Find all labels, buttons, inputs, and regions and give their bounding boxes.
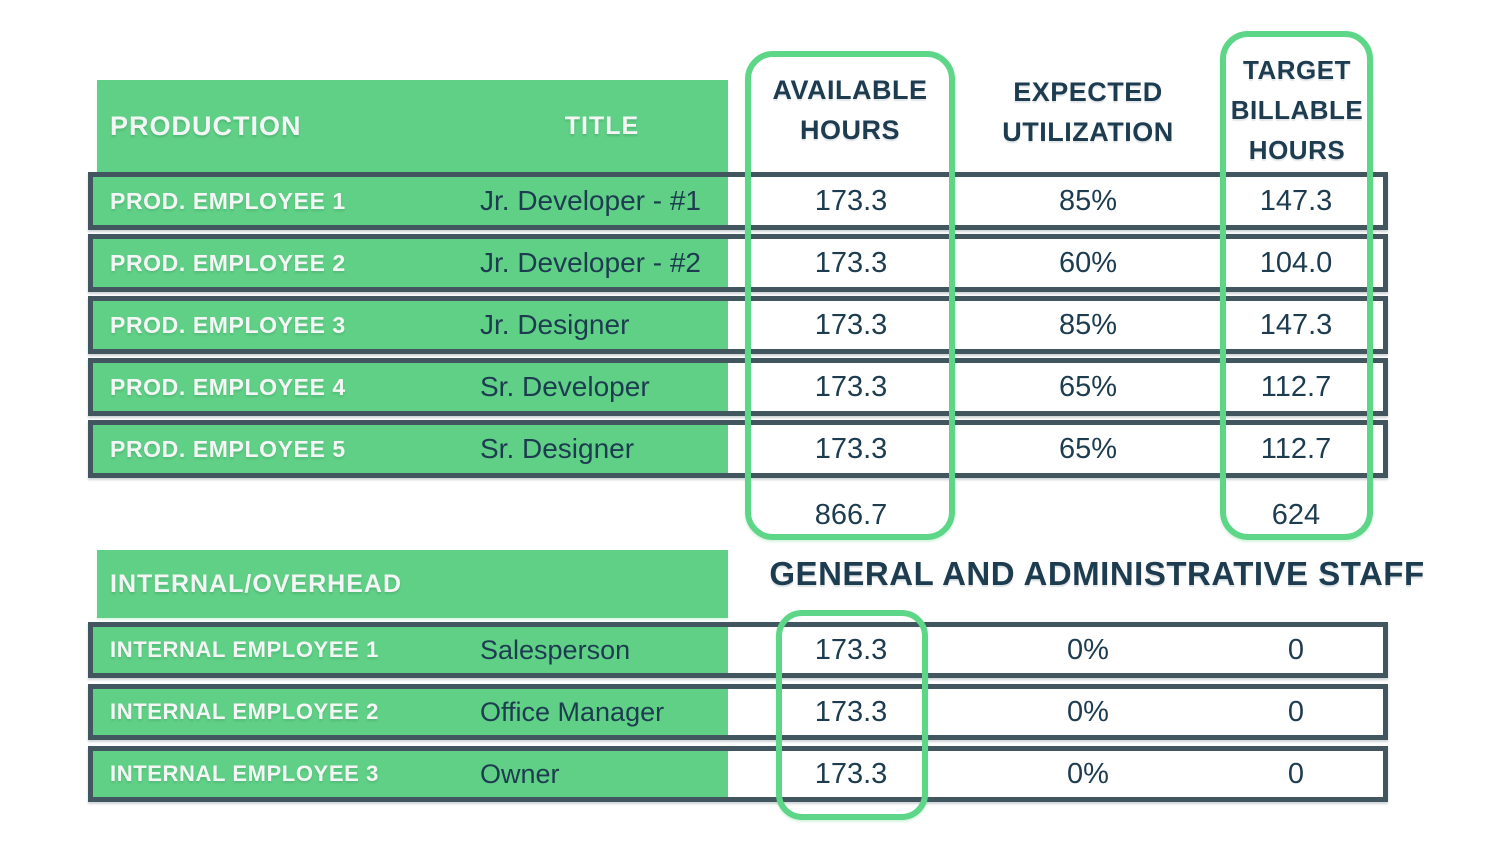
row-label: PROD. EMPLOYEE 1 bbox=[110, 187, 346, 214]
row-name-cell bbox=[93, 627, 728, 673]
row-title: Jr. Designer bbox=[480, 309, 630, 340]
row-name-cell bbox=[93, 177, 728, 225]
cell-expected-utilization: 0% bbox=[1067, 633, 1109, 666]
cell-expected-utilization: 65% bbox=[1058, 432, 1118, 465]
cell-target-billable-hours: 147.3 bbox=[1259, 308, 1333, 341]
row-label: PROD. EMPLOYEE 2 bbox=[110, 249, 346, 276]
table-row: INTERNAL EMPLOYEE 2 Office Manager 173.3… bbox=[88, 684, 1388, 740]
cell-expected-utilization: 0% bbox=[1067, 757, 1109, 790]
target-billable-hours-highlight-outline bbox=[1220, 31, 1373, 540]
cell-available-hours: 173.3 bbox=[814, 184, 888, 217]
cell-available-hours: 173.3 bbox=[814, 695, 888, 728]
cell-expected-utilization: 85% bbox=[1058, 184, 1118, 217]
cell-expected-utilization: 60% bbox=[1058, 246, 1118, 279]
row-label: PROD. EMPLOYEE 4 bbox=[110, 373, 346, 400]
cell-available-hours: 173.3 bbox=[814, 370, 888, 403]
cell-target-billable-hours: 0 bbox=[1287, 757, 1305, 790]
total-available-hours: 866.7 bbox=[814, 498, 888, 531]
row-name-cell bbox=[93, 301, 728, 349]
row-label: INTERNAL EMPLOYEE 2 bbox=[110, 699, 379, 724]
internal-overhead-header-label: INTERNAL/OVERHEAD bbox=[110, 569, 403, 598]
cell-expected-utilization: 85% bbox=[1058, 308, 1118, 341]
row-title: Salesperson bbox=[480, 634, 631, 665]
row-label: INTERNAL EMPLOYEE 1 bbox=[110, 637, 379, 662]
row-name-cell bbox=[93, 363, 728, 411]
cell-expected-utilization: 0% bbox=[1067, 695, 1109, 728]
cell-available-hours: 173.3 bbox=[814, 432, 888, 465]
row-name-cell bbox=[93, 689, 728, 735]
table-row: INTERNAL EMPLOYEE 1 Salesperson 173.3 0%… bbox=[88, 622, 1388, 678]
row-label: PROD. EMPLOYEE 5 bbox=[110, 435, 346, 462]
row-title: Owner bbox=[480, 758, 560, 789]
cell-target-billable-hours: 147.3 bbox=[1259, 184, 1333, 217]
table-row: PROD. EMPLOYEE 2 Jr. Developer - #2 173.… bbox=[88, 234, 1388, 292]
cell-target-billable-hours: 0 bbox=[1287, 695, 1305, 728]
total-target-billable-hours: 624 bbox=[1271, 498, 1321, 531]
row-name-cell bbox=[93, 751, 728, 797]
row-label: PROD. EMPLOYEE 3 bbox=[110, 311, 346, 338]
cell-available-hours: 173.3 bbox=[814, 633, 888, 666]
cell-available-hours: 173.3 bbox=[814, 757, 888, 790]
row-name-cell bbox=[93, 425, 728, 473]
general-administrative-staff-banner: GENERAL AND ADMINISTRATIVE STAFF bbox=[769, 555, 1425, 592]
production-header-label: PRODUCTION bbox=[110, 110, 302, 141]
table-row: PROD. EMPLOYEE 4 Sr. Developer 173.3 65%… bbox=[88, 358, 1388, 416]
row-title: Sr. Developer bbox=[480, 371, 650, 402]
cell-target-billable-hours: 112.7 bbox=[1260, 432, 1332, 465]
internal-overhead-header-block: INTERNAL/OVERHEAD bbox=[97, 550, 728, 618]
available-hours-highlight-outline bbox=[745, 51, 955, 540]
title-column-header: TITLE bbox=[564, 111, 640, 140]
production-header-block: PRODUCTION TITLE bbox=[97, 80, 728, 172]
row-title: Sr. Designer bbox=[480, 433, 635, 464]
row-name-cell bbox=[93, 239, 728, 287]
cell-expected-utilization: 65% bbox=[1058, 370, 1118, 403]
column-header-expected-utilization: EXPECTED UTILIZATION bbox=[1002, 77, 1174, 147]
internal-available-hours-highlight-outline bbox=[776, 610, 928, 820]
row-title: Jr. Developer - #1 bbox=[480, 185, 701, 216]
cell-available-hours: 173.3 bbox=[814, 308, 888, 341]
row-title: Jr. Developer - #2 bbox=[480, 247, 701, 278]
column-header-target-billable-hours: TARGET BILLABLE HOURS bbox=[1230, 55, 1364, 165]
row-label: INTERNAL EMPLOYEE 3 bbox=[110, 761, 379, 786]
cell-target-billable-hours: 0 bbox=[1287, 633, 1305, 666]
table-row: PROD. EMPLOYEE 5 Sr. Designer 173.3 65% … bbox=[88, 420, 1388, 478]
column-header-available-hours: AVAILABLE HOURS bbox=[772, 75, 928, 145]
row-title: Office Manager bbox=[480, 696, 665, 727]
table-row: INTERNAL EMPLOYEE 3 Owner 173.3 0% 0 bbox=[88, 746, 1388, 802]
table-row: PROD. EMPLOYEE 3 Jr. Designer 173.3 85% … bbox=[88, 296, 1388, 354]
cell-target-billable-hours: 104.0 bbox=[1259, 246, 1333, 279]
table-row: PROD. EMPLOYEE 1 Jr. Developer - #1 173.… bbox=[88, 172, 1388, 230]
cell-target-billable-hours: 112.7 bbox=[1260, 370, 1332, 403]
cell-available-hours: 173.3 bbox=[814, 246, 888, 279]
